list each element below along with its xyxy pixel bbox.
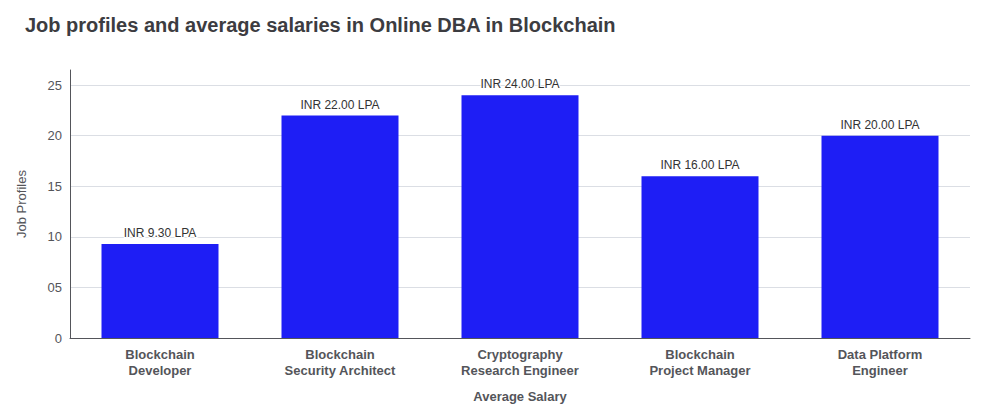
svg-text:Data Platform: Data Platform [838, 347, 923, 362]
svg-text:INR 22.00 LPA: INR 22.00 LPA [300, 98, 379, 112]
svg-text:Research Engineer: Research Engineer [461, 363, 579, 378]
svg-text:Job profiles and average salar: Job profiles and average salaries in Onl… [25, 14, 616, 36]
svg-text:0: 0 [55, 331, 62, 346]
svg-text:INR 24.00 LPA: INR 24.00 LPA [480, 77, 559, 91]
svg-text:Blockchain: Blockchain [305, 347, 374, 362]
svg-text:20: 20 [48, 128, 62, 143]
svg-text:Average Salary: Average Salary [473, 389, 567, 404]
svg-text:05: 05 [48, 280, 62, 295]
svg-text:INR 16.00 LPA: INR 16.00 LPA [660, 158, 739, 172]
svg-text:INR 9.30 LPA: INR 9.30 LPA [124, 226, 196, 240]
svg-text:10: 10 [48, 229, 62, 244]
svg-text:Engineer: Engineer [852, 363, 908, 378]
svg-text:Blockchain: Blockchain [665, 347, 734, 362]
svg-text:Project Manager: Project Manager [649, 363, 750, 378]
svg-text:Job Profiles: Job Profiles [14, 170, 29, 238]
svg-text:Security Architect: Security Architect [285, 363, 396, 378]
svg-text:Blockchain: Blockchain [125, 347, 194, 362]
svg-text:Cryptography: Cryptography [477, 347, 563, 362]
svg-text:15: 15 [48, 179, 62, 194]
svg-text:25: 25 [48, 78, 62, 93]
svg-text:INR 20.00 LPA: INR 20.00 LPA [840, 118, 919, 132]
svg-text:Developer: Developer [129, 363, 192, 378]
